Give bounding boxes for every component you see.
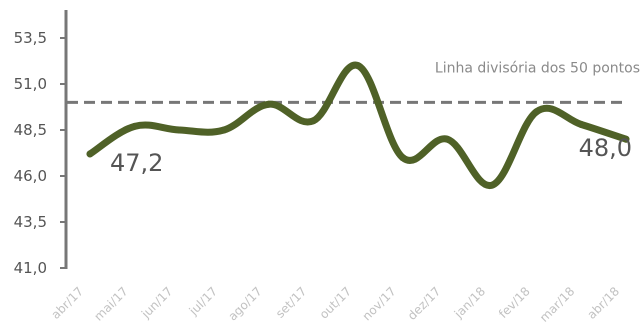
data-point [488, 181, 496, 189]
x-tick-label: jun/17 [138, 284, 175, 321]
data-point [399, 154, 407, 162]
x-tick-label: abr/18 [584, 284, 622, 322]
x-tick-label: jul/17 [186, 284, 220, 318]
x-tick-label: out/17 [317, 284, 354, 321]
y-tick-label: 51,0 [14, 75, 47, 93]
series-group [86, 61, 630, 189]
x-tick-label: dez/17 [405, 284, 444, 323]
x-tick-label: nov/17 [360, 284, 399, 323]
data-point [533, 108, 541, 116]
data-point [265, 100, 273, 108]
data-point [443, 135, 451, 143]
reference-line-label: Linha divisória dos 50 pontos [435, 60, 640, 76]
reference-line-group: Linha divisória dos 50 pontos [67, 60, 640, 104]
y-tick-label: 41,0 [14, 259, 47, 277]
data-label: 48,0 [579, 134, 632, 162]
x-tick-label: mar/18 [537, 284, 578, 325]
x-tick-label: set/17 [273, 284, 310, 321]
y-tick-label: 43,5 [14, 213, 47, 231]
y-tick-label: 53,5 [14, 29, 47, 47]
data-point [622, 135, 630, 143]
x-tick-label: ago/17 [225, 284, 264, 323]
data-point [577, 120, 585, 128]
data-point [309, 117, 317, 125]
x-tick-label: jan/18 [451, 284, 488, 321]
data-point [354, 62, 362, 70]
series-line [86, 61, 630, 189]
data-point [220, 126, 228, 134]
y-tick-label: 46,0 [14, 167, 47, 185]
data-point [86, 150, 94, 158]
x-tick-label: mai/17 [91, 284, 130, 323]
x-tick-label: fev/18 [496, 284, 533, 321]
data-point [175, 126, 183, 134]
data-point [131, 122, 139, 130]
y-axis: 41,0 43,5 46,0 48,5 51,0 53,5 [14, 10, 68, 277]
data-labels: 47,2 48,0 [110, 134, 632, 177]
x-axis: abr/17 mai/17 jun/17 jul/17 ago/17 set/17 out/… [48, 284, 622, 325]
x-tick-label: abr/17 [48, 284, 86, 322]
y-tick-label: 48,5 [14, 121, 47, 139]
data-label: 47,2 [110, 149, 163, 177]
